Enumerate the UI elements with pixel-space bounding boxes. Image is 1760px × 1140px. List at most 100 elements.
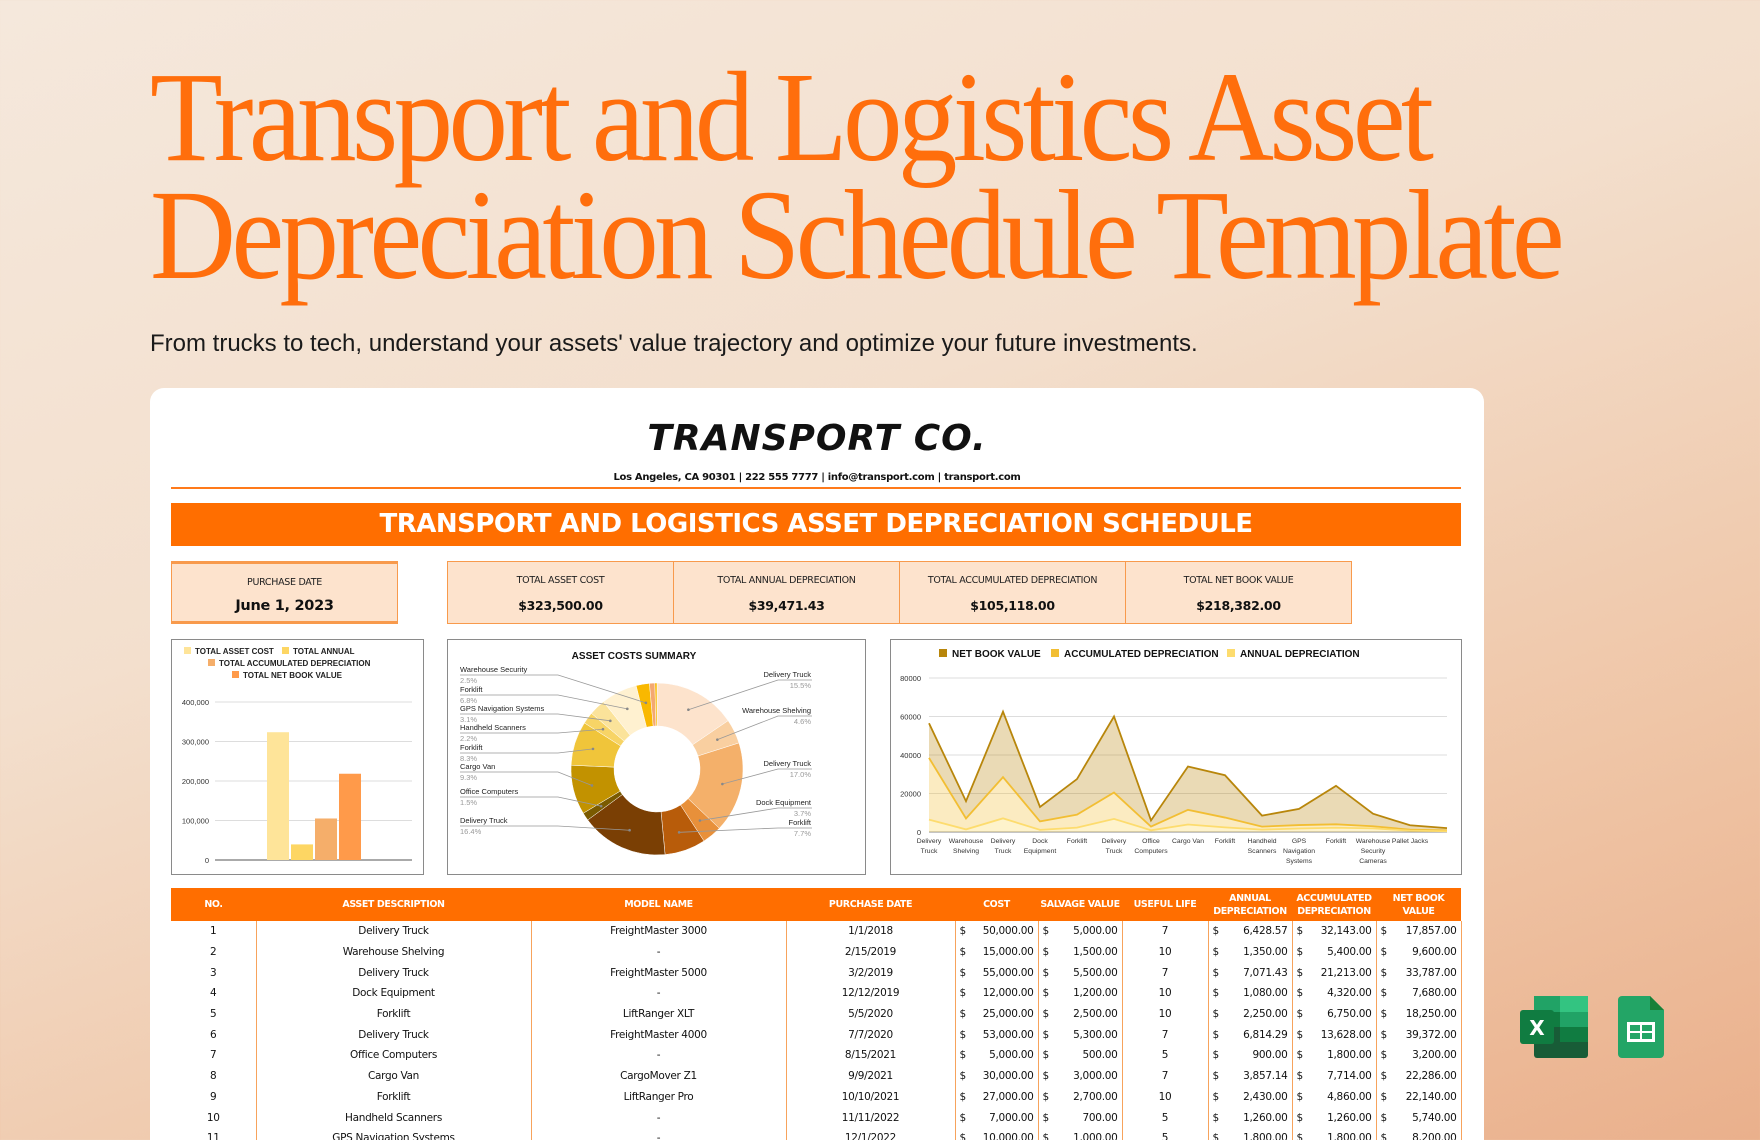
svg-text:0: 0 <box>917 828 921 837</box>
svg-text:8.3%: 8.3% <box>460 754 477 763</box>
table-cell: - <box>530 1107 786 1128</box>
table-cell: $5,300.00 <box>1037 1024 1122 1046</box>
svg-text:Cargo Van: Cargo Van <box>1172 838 1204 845</box>
svg-text:Office Computers: Office Computers <box>460 787 518 796</box>
svg-text:0: 0 <box>205 856 209 865</box>
table-cell: 1/1/2018 <box>785 921 955 942</box>
table-cell: FreightMaster 5000 <box>530 962 786 984</box>
table-cell: $6,428.57 <box>1207 921 1292 942</box>
area-chart-canvas: NET BOOK VALUE ACCUMULATED DEPRECIATION AN… <box>900 649 1448 865</box>
table-cell: $3,000.00 <box>1037 1065 1122 1087</box>
table-row: 4 Dock Equipment -12/12/2019 $12,000.00 $1,2… <box>171 983 1462 1004</box>
table-row: 7 Office Computers -8/15/2021 $5,000.00 $500… <box>171 1045 1462 1066</box>
svg-text:TOTAL ANNUAL: TOTAL ANNUAL <box>293 647 355 656</box>
kpi-total-asset-cost: TOTAL ASSET COST $323,500.00 <box>447 561 674 624</box>
svg-text:16.4%: 16.4% <box>460 827 482 836</box>
svg-text:17.0%: 17.0% <box>790 770 812 779</box>
kpi-value: $39,471.43 <box>748 598 825 613</box>
table-cell: 7 <box>1121 1065 1208 1087</box>
svg-text:Delivery: Delivery <box>991 838 1016 845</box>
svg-text:Handheld Scanners: Handheld Scanners <box>460 723 526 732</box>
svg-text:60000: 60000 <box>900 713 921 722</box>
svg-text:Scanners: Scanners <box>1248 848 1277 855</box>
column-header: ANNUAL DEPRECIATION <box>1208 888 1292 921</box>
table-cell: $3,200.00 <box>1375 1045 1462 1066</box>
table-cell: 8/15/2021 <box>785 1045 955 1066</box>
svg-text:6.8%: 6.8% <box>460 696 477 705</box>
table-cell: $7,071.43 <box>1207 962 1292 984</box>
table-cell: $1,350.00 <box>1207 941 1292 963</box>
svg-text:Dock: Dock <box>1032 838 1048 845</box>
column-header: ACCUMULATED DEPRECIATION <box>1292 888 1376 921</box>
svg-text:100,000: 100,000 <box>182 817 209 826</box>
table-row: 8 Cargo Van CargoMover Z1 9/9/2021 $30,000.0… <box>171 1065 1462 1087</box>
table-cell: $6,750.00 <box>1291 1003 1376 1025</box>
asset-costs-donut-chart: ASSET COSTS SUMMARY Delivery Truck 15.5% Wa… <box>447 639 866 875</box>
hero-title: Transport and Logistics Asset Depreciati… <box>150 53 1565 299</box>
kpi-label: TOTAL ASSET COST <box>516 575 605 586</box>
table-cell: $2,430.00 <box>1207 1086 1292 1108</box>
table-cell: 11 <box>206 1132 220 1140</box>
table-cell: $27,000.00 <box>954 1086 1038 1108</box>
table-cell: $22,286.00 <box>1375 1065 1462 1087</box>
svg-text:X: X <box>1529 1016 1545 1040</box>
table-row: 1 Delivery Truck FreightMaster 3000 1/1/201… <box>171 921 1462 942</box>
table-row: 9 Forklift LiftRanger Pro 10/10/2021 $27,000… <box>171 1086 1462 1108</box>
company-name: TRANSPORT CO. <box>647 418 987 459</box>
svg-text:Shelving: Shelving <box>953 848 979 855</box>
kpi-label: TOTAL ACCUMULATED DEPRECIATION <box>927 575 1098 586</box>
table-cell: $39,372.00 <box>1375 1024 1462 1046</box>
table-cell: $5,000.00 <box>1037 921 1122 942</box>
svg-text:Forklift: Forklift <box>1067 838 1088 845</box>
svg-text:Warehouse Shelving: Warehouse Shelving <box>742 706 811 715</box>
svg-text:300,000: 300,000 <box>182 738 209 747</box>
table-cell: $33,787.00 <box>1375 962 1462 984</box>
table-cell: LiftRanger Pro <box>530 1086 786 1108</box>
table-cell: 10 <box>1121 941 1208 963</box>
table-cell: $21,213.00 <box>1291 962 1376 984</box>
svg-text:Delivery Truck: Delivery Truck <box>763 670 811 679</box>
table-cell: FreightMaster 4000 <box>530 1024 786 1046</box>
svg-text:2.5%: 2.5% <box>460 676 477 685</box>
table-cell: $53,000.00 <box>954 1024 1038 1046</box>
svg-text:3.1%: 3.1% <box>460 715 477 724</box>
table-cell: $5,000.00 <box>954 1045 1038 1066</box>
schedule-banner: TRANSPORT AND LOGISTICS ASSET DEPRECIATI… <box>171 503 1461 546</box>
svg-text:GPS Navigation Systems: GPS Navigation Systems <box>460 704 544 713</box>
google-sheets-icon[interactable] <box>1618 996 1664 1058</box>
table-cell: Delivery Truck <box>255 962 531 984</box>
svg-text:9.3%: 9.3% <box>460 773 477 782</box>
table-cell: $32,143.00 <box>1291 921 1376 942</box>
svg-text:Office: Office <box>1142 838 1160 845</box>
svg-text:Delivery: Delivery <box>1102 838 1127 845</box>
table-cell: 10 <box>1121 1003 1208 1025</box>
table-cell: $18,250.00 <box>1375 1003 1462 1025</box>
spreadsheet-preview-card: TRANSPORT CO. Los Angeles, CA 90301 | 22… <box>150 388 1484 1140</box>
table-cell: Dock Equipment <box>255 983 531 1004</box>
kpi-total-net-book-value: TOTAL NET BOOK VALUE $218,382.00 <box>1125 561 1352 624</box>
svg-text:Computers: Computers <box>1134 848 1168 855</box>
table-cell: $8,200.00 <box>1375 1127 1462 1140</box>
table-cell: $900.00 <box>1207 1045 1292 1066</box>
table-cell: 3/2/2019 <box>785 962 955 984</box>
table-cell: Delivery Truck <box>255 1024 531 1046</box>
table-cell: Warehouse Shelving <box>255 941 531 963</box>
donut-chart-canvas: ASSET COSTS SUMMARY Delivery Truck 15.5% Wa… <box>460 651 812 856</box>
depreciation-area-chart: NET BOOK VALUE ACCUMULATED DEPRECIATION AN… <box>890 639 1462 875</box>
table-cell: $3,857.14 <box>1207 1065 1292 1087</box>
table-cell: $5,400.00 <box>1291 941 1376 963</box>
svg-text:80000: 80000 <box>900 674 921 683</box>
svg-text:200,000: 200,000 <box>182 777 209 786</box>
svg-text:GPS: GPS <box>1292 838 1307 845</box>
table-cell: 5/5/2020 <box>785 1003 955 1025</box>
table-cell: $1,800.00 <box>1207 1127 1292 1140</box>
table-cell: $1,800.00 <box>1291 1045 1376 1066</box>
kpi-label: PURCHASE DATE <box>247 577 322 588</box>
table-row: 5 Forklift LiftRanger XLT 5/5/2020 $25,000.0… <box>171 1003 1462 1025</box>
table-row: 2 Warehouse Shelving -2/15/2019 $15,000.00 $… <box>171 941 1462 963</box>
svg-text:3.7%: 3.7% <box>794 809 811 818</box>
kpi-total-annual-depreciation: TOTAL ANNUAL DEPRECIATION $39,471.43 <box>673 561 900 624</box>
table-cell: $50,000.00 <box>954 921 1038 942</box>
table-cell: $500.00 <box>1037 1045 1122 1066</box>
excel-icon[interactable]: X <box>1520 996 1588 1058</box>
